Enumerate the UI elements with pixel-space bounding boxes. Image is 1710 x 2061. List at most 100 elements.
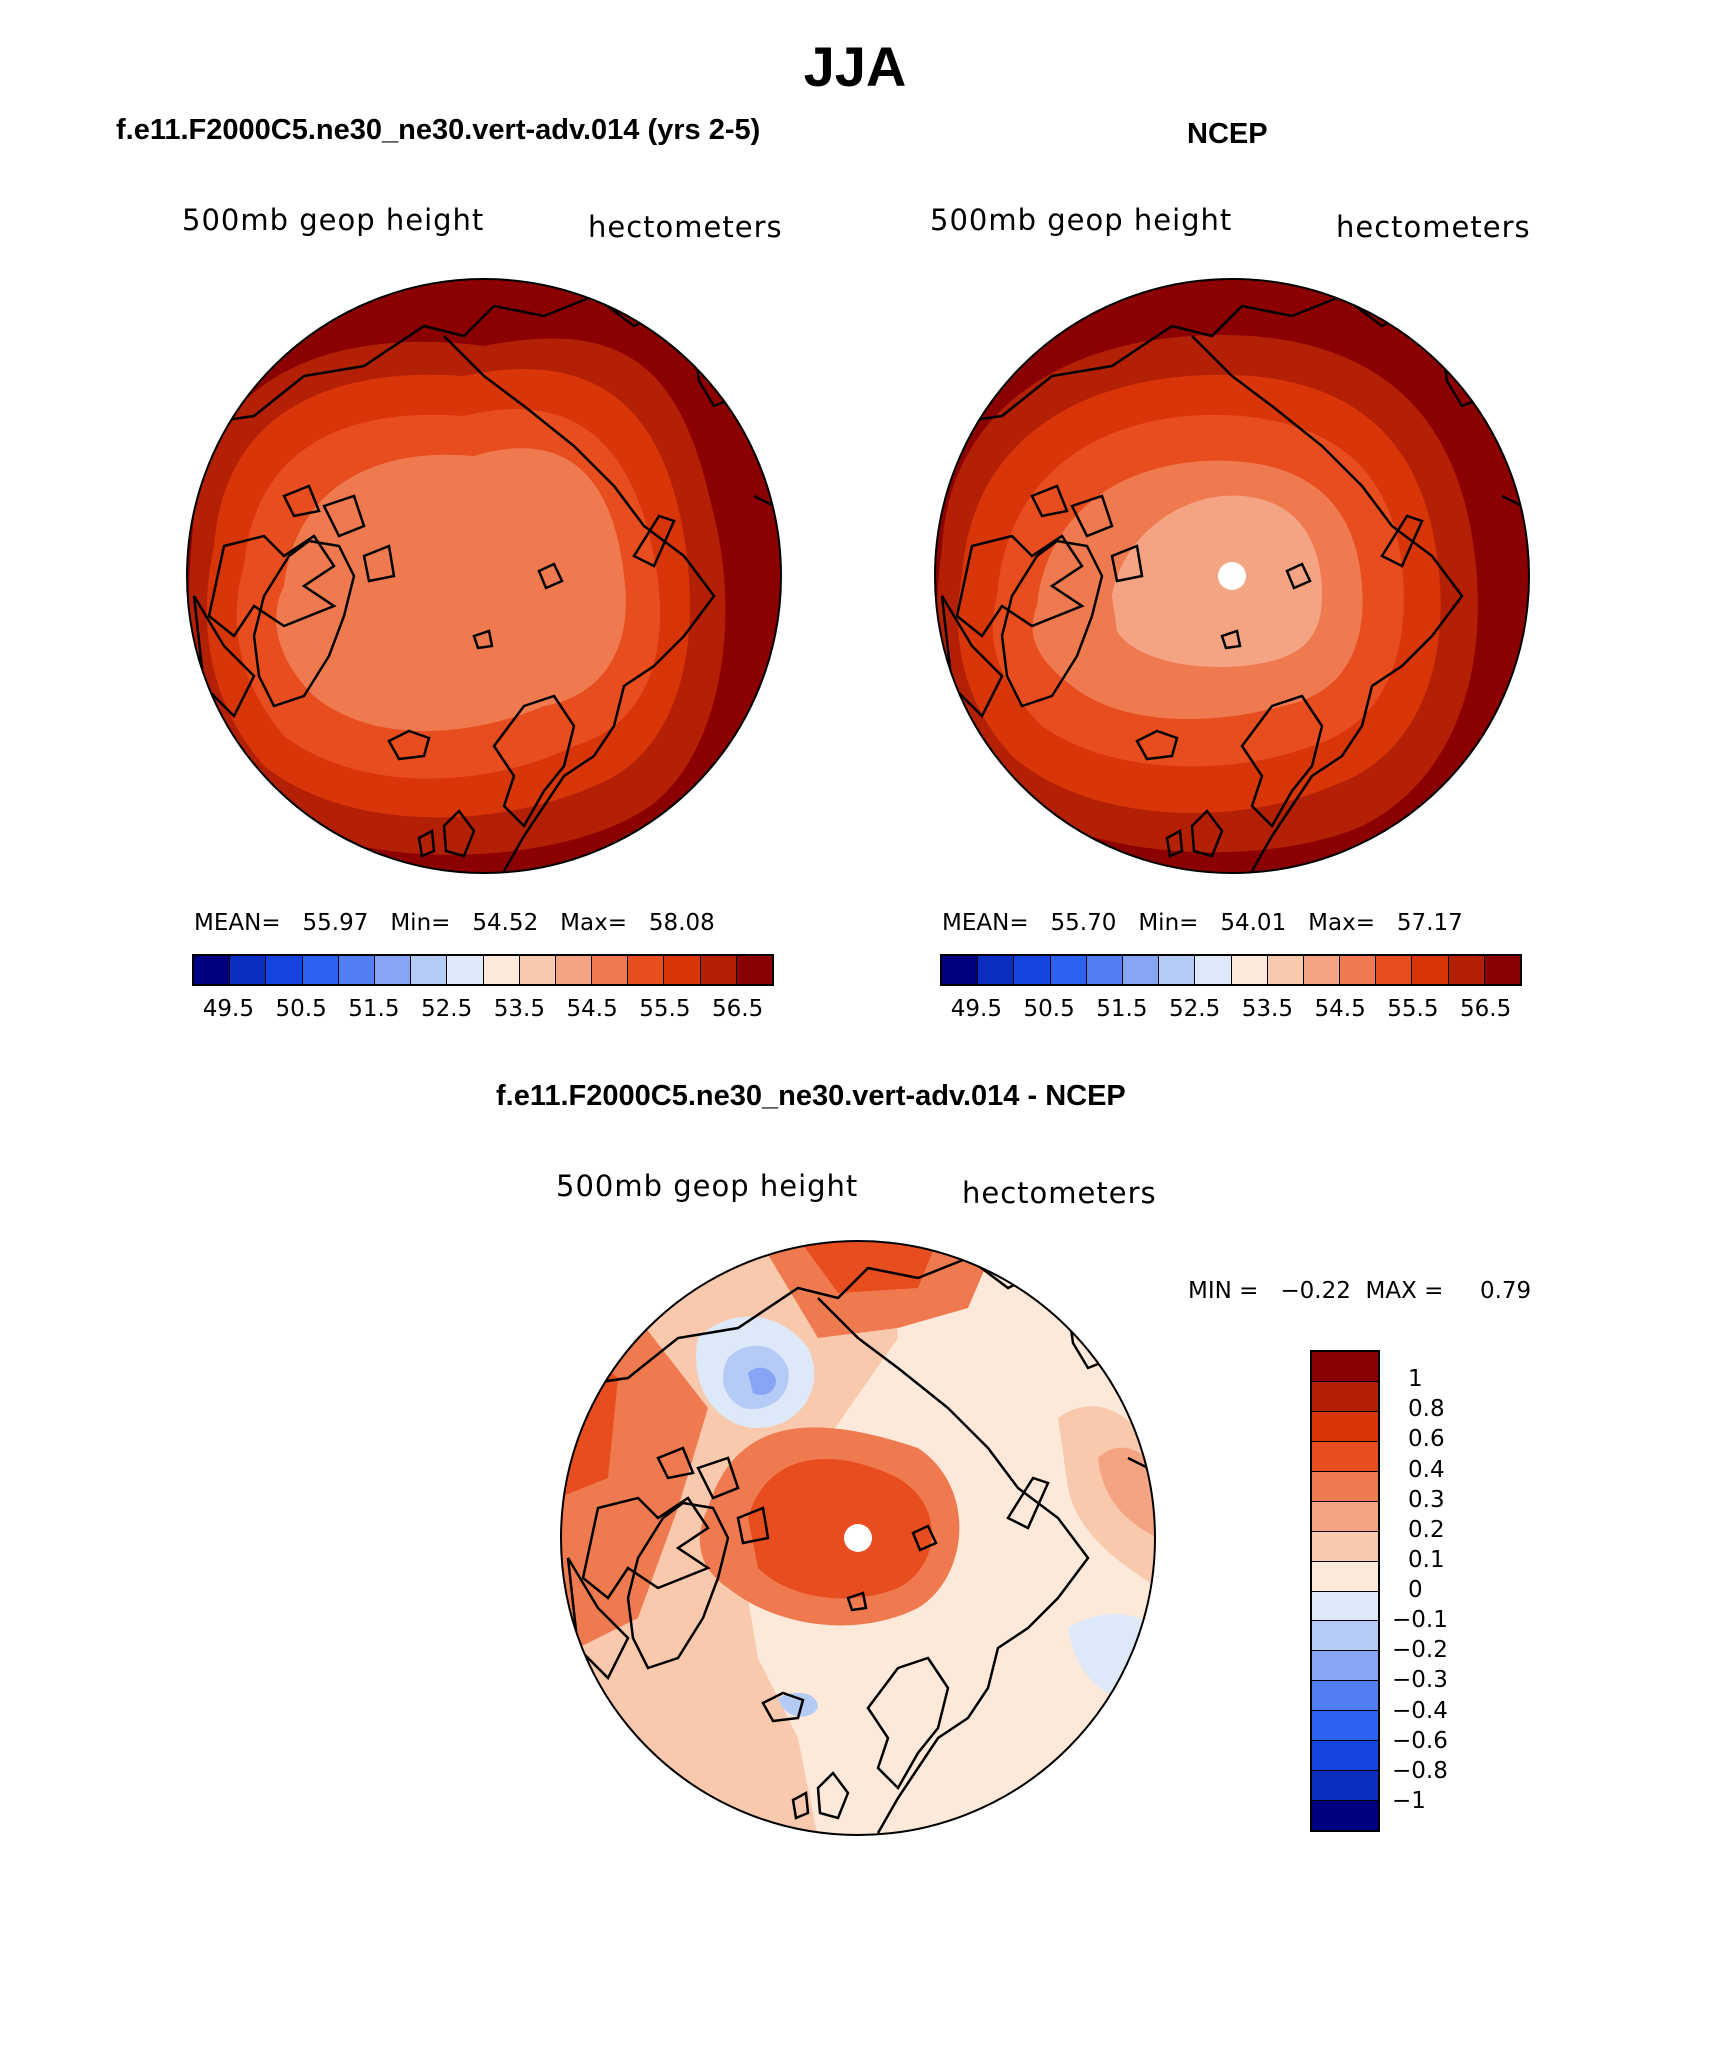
obs-colorbar-swatch-10 [1303,956,1341,984]
diff-colorbar-swatch-12 [1312,1711,1378,1742]
diff-max-value: 0.79 [1479,1278,1532,1304]
obs-colorbar-swatch-1 [978,956,1015,984]
obs-colorbar-swatch-15 [1484,956,1520,984]
model-colorbar-swatch-3 [302,956,339,984]
obs-colorbar [940,954,1522,986]
model-colorbar-tick-label: 54.5 [566,996,618,1022]
diff-colorbar-swatch-4 [1312,1471,1378,1502]
diff-colorbar-swatch-3 [1312,1441,1378,1472]
obs-colorbar-swatch-3 [1050,956,1087,984]
diff-colorbar-swatch-11 [1312,1681,1378,1712]
obs-colorbar-swatch-0 [942,956,979,984]
diff-pole-hole [844,1524,872,1552]
obs-colorbar-swatch-4 [1086,956,1123,984]
model-colorbar-swatch-0 [194,956,231,984]
model-colorbar-swatch-5 [374,956,412,984]
diff-stats: MIN = −0.22 MAX = 0.79 [1188,1278,1532,1304]
model-colorbar-swatch-1 [230,956,267,984]
obs-pole-hole [1218,562,1246,590]
obs-colorbar-tick-label: 50.5 [1023,996,1075,1022]
diff-variable-label: 500mb geop height [556,1169,859,1203]
diff-colorbar-swatch-13 [1312,1741,1378,1772]
diff-colorbar-ticks: 1 0.8 0.6 0.4 0.3 0.2 0.1 0 −0.1 −0.2 −0.3 −0.4 −0.6… [1392,1350,1512,1832]
diff-colorbar-tick-label: −1 [1392,1787,1426,1814]
model-colorbar-swatch-4 [338,956,375,984]
obs-colorbar-swatch-11 [1340,956,1377,984]
diff-colorbar-swatch-5 [1312,1501,1378,1532]
model-colorbar-swatch-10 [555,956,593,984]
model-colorbar-tick-label: 51.5 [348,996,400,1022]
model-units-label: hectometers [588,210,783,244]
diff-min-value: −0.22 [1280,1278,1351,1304]
model-colorbar-tick-label: 52.5 [421,996,473,1022]
obs-colorbar-swatch-14 [1448,956,1485,984]
model-colorbar-swatch-8 [483,956,520,984]
obs-colorbar-tick-label: 51.5 [1096,996,1148,1022]
diff-colorbar-tick-label: −0.2 [1392,1637,1448,1664]
model-variable-label: 500mb geop height [182,203,485,237]
obs-colorbar-tick-label: 52.5 [1169,996,1221,1022]
diff-colorbar-tick-label: 0.8 [1408,1396,1445,1423]
model-colorbar-tick-label: 50.5 [275,996,327,1022]
diff-colorbar-tick-label: 0.6 [1408,1426,1445,1453]
diff-contour-0.4-center [748,1458,932,1599]
diff-colorbar-tick-label: −0.3 [1392,1667,1448,1694]
diff-colorbar-swatch-9 [1312,1621,1378,1652]
obs-min-value: 54.01 [1220,910,1287,936]
diff-polar-map [560,1240,1156,1836]
diff-colorbar-tick-label: −0.1 [1392,1607,1448,1634]
obs-colorbar-tick-label: 54.5 [1314,996,1366,1022]
model-colorbar-swatch-11 [592,956,629,984]
model-colorbar-ticks: 49.5 50.5 51.5 52.5 53.5 54.5 55.5 56.5 [192,996,774,1026]
obs-stats: MEAN= 55.70 Min= 54.01 Max= 57.17 [942,910,1463,936]
obs-mean-value: 55.70 [1050,910,1117,936]
diff-colorbar-swatch-15 [1312,1801,1378,1830]
obs-variable-label: 500mb geop height [930,203,1233,237]
model-min-value: 54.52 [472,910,539,936]
diff-colorbar-tick-label: 0.3 [1408,1486,1445,1513]
model-colorbar-swatch-14 [700,956,737,984]
diff-contour-neg0.3 [748,1367,776,1395]
obs-colorbar-tick-label: 55.5 [1387,996,1439,1022]
diff-colorbar-swatch-8 [1312,1591,1378,1622]
diff-units-label: hectometers [962,1176,1157,1210]
obs-colorbar-swatch-5 [1122,956,1160,984]
diff-colorbar-swatch-7 [1312,1561,1378,1592]
diff-colorbar-tick-label: 0 [1408,1577,1423,1603]
model-colorbar-tick-label: 49.5 [202,996,254,1022]
model-panel-title: f.e11.F2000C5.ne30_ne30.vert-adv.014 (yr… [116,114,761,146]
diff-colorbar-swatch-14 [1312,1771,1378,1802]
model-colorbar-swatch-6 [411,956,448,984]
diff-colorbar-tick-label: 0.4 [1408,1456,1445,1483]
model-polar-map [186,278,782,874]
diff-colorbar [1310,1350,1380,1832]
obs-colorbar-tick-label: 53.5 [1241,996,1293,1022]
diff-colorbar-tick-label: −0.4 [1392,1697,1448,1724]
diff-colorbar-tick-label: 1 [1408,1366,1423,1393]
model-colorbar-swatch-2 [266,956,303,984]
diff-contour-0.4-north [798,1241,938,1293]
model-colorbar-swatch-13 [664,956,701,984]
page-title: JJA [803,35,907,98]
diff-colorbar-tick-label: 0.1 [1408,1546,1445,1573]
model-colorbar-swatch-7 [447,956,484,984]
model-colorbar [192,954,774,986]
obs-colorbar-tick-label: 49.5 [950,996,1002,1022]
diff-colorbar-tick-label: −0.8 [1392,1757,1448,1784]
obs-colorbar-swatch-9 [1267,956,1304,984]
model-map-border [186,278,782,874]
diff-colorbar-tick-label: −0.6 [1392,1727,1448,1754]
obs-map-border [934,278,1530,874]
diff-map-border [560,1240,1156,1836]
diff-colorbar-swatch-2 [1312,1411,1378,1442]
model-colorbar-tick-label: 55.5 [639,996,691,1022]
obs-polar-map [934,278,1530,874]
obs-max-value: 57.17 [1396,910,1463,936]
obs-colorbar-swatch-8 [1231,956,1268,984]
diff-colorbar-swatch-0 [1312,1352,1378,1382]
model-colorbar-tick-label: 56.5 [712,996,764,1022]
model-colorbar-swatch-9 [519,956,556,984]
obs-colorbar-swatch-2 [1014,956,1051,984]
obs-colorbar-tick-label: 56.5 [1460,996,1512,1022]
model-contour-54.5 [276,448,626,731]
